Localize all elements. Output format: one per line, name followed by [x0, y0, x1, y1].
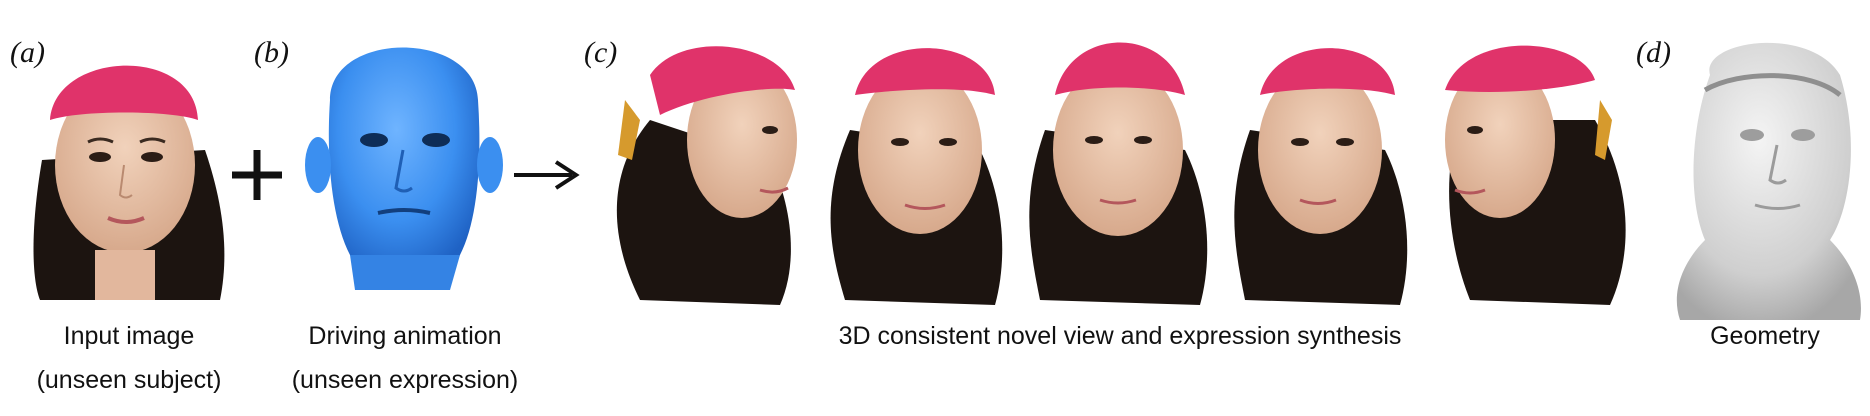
caption-geometry: Geometry — [1710, 322, 1820, 350]
novel-view-3 — [1029, 42, 1208, 305]
novel-view-1 — [616, 46, 797, 305]
panel-label-d: (d) — [1636, 36, 1671, 69]
novel-view-5 — [1445, 45, 1626, 305]
caption-unseen-subject: (unseen subject) — [36, 366, 222, 394]
caption-unseen-expression: (unseen expression) — [291, 366, 519, 394]
plus-icon — [232, 150, 282, 200]
panel-label-c: (c) — [584, 36, 618, 69]
caption-input-image: Input image — [63, 322, 195, 350]
panel-label-a: (a) — [10, 36, 45, 69]
blue-face-mesh — [305, 47, 503, 290]
caption-driving-animation: Driving animation — [308, 322, 502, 350]
panel-label-b: (b) — [254, 36, 289, 69]
arrow-icon — [514, 160, 580, 190]
novel-view-4 — [1234, 48, 1408, 305]
input-photo — [33, 65, 225, 300]
caption-novel-view-synthesis: 3D consistent novel view and expression … — [838, 322, 1402, 350]
novel-view-2 — [830, 48, 1003, 305]
gray-geometry-mesh — [1676, 42, 1861, 320]
